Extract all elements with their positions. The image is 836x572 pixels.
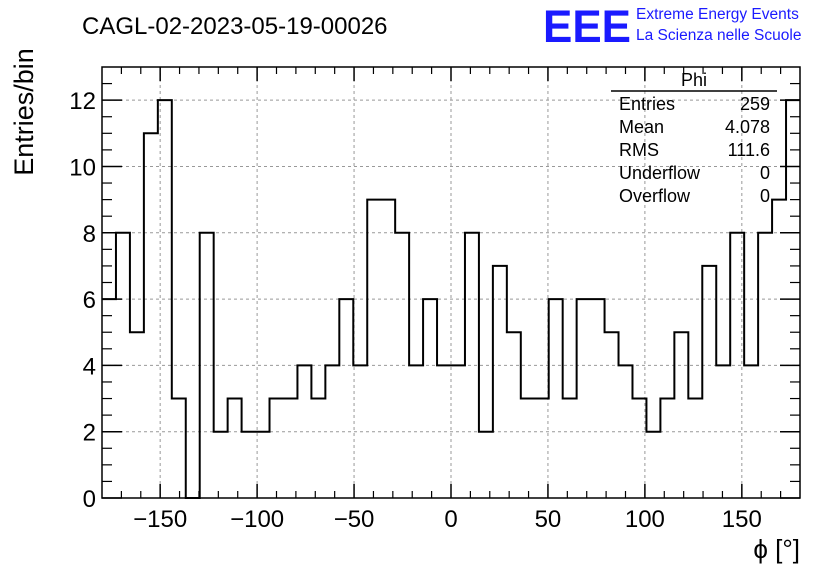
histogram-bin [311, 399, 325, 498]
x-axis-label: ϕ [°] [753, 534, 800, 564]
histogram-bin [172, 399, 186, 498]
histogram-bin [367, 200, 381, 498]
stats-row-value: 111.6 [728, 140, 770, 160]
y-tick-label: 0 [83, 486, 96, 513]
histogram-bin [200, 233, 214, 498]
histogram-bin [158, 100, 172, 498]
histogram-bin [409, 365, 423, 498]
histogram-bin [646, 432, 660, 498]
histogram-bin [339, 299, 353, 498]
histogram-bin [521, 399, 535, 498]
histogram-bin [297, 365, 311, 498]
eee-logo-line1: Extreme Energy Events [636, 6, 799, 23]
histogram-bin [549, 299, 563, 498]
histogram-bin [493, 266, 507, 498]
stats-row-label: Underflow [619, 163, 701, 183]
histogram-bin [744, 365, 758, 498]
histogram-bin [688, 399, 702, 498]
histogram-bin [214, 432, 228, 498]
histogram-bin [242, 432, 256, 498]
y-tick-label: 6 [83, 287, 96, 314]
histogram-bin [437, 365, 451, 498]
histogram-series [102, 99, 800, 499]
histogram-bin [144, 133, 158, 498]
y-tick-label: 10 [69, 154, 96, 181]
x-tick-label: 50 [535, 506, 562, 533]
stats-title: Phi [681, 70, 707, 90]
axis-ticks [102, 67, 800, 499]
tick-labels: −150 −100 −50 0 50 100 150 0 2 4 6 8 10 12 [69, 88, 762, 533]
stats-box: Phi Entries 259 Mean 4.078 RMS 111.6 Underflow… [611, 70, 777, 206]
histogram-bin [479, 432, 493, 498]
eee-logo-line2: La Scienza nelle Scuole [636, 27, 801, 44]
histogram-bin [702, 266, 716, 498]
y-tick-label: 12 [69, 88, 96, 115]
histogram-bin [451, 365, 465, 498]
stats-row-label: Overflow [619, 186, 691, 206]
x-tick-label: −150 [133, 506, 187, 533]
x-tick-label: 150 [722, 506, 762, 533]
histogram-bin [130, 332, 144, 498]
stats-row-value: 0 [760, 186, 770, 206]
histogram-bin [325, 365, 339, 498]
histogram-bin [772, 200, 786, 498]
y-tick-label: 8 [83, 221, 96, 248]
stats-row-label: Mean [619, 117, 664, 137]
histogram-bin [465, 233, 479, 498]
histogram-bin [591, 299, 605, 498]
x-tick-label: 0 [444, 506, 457, 533]
histogram-bin [619, 365, 633, 498]
eee-logo-mark: EEE [543, 1, 631, 52]
histogram-bin [660, 399, 674, 498]
x-tick-label: −50 [334, 506, 375, 533]
y-tick-label: 4 [83, 353, 96, 380]
x-tick-label: −100 [230, 506, 284, 533]
histogram-bin [674, 332, 688, 498]
histogram-bin [605, 332, 619, 498]
histogram-bin [507, 332, 521, 498]
histogram-bin [632, 399, 646, 498]
histogram-bin [758, 233, 772, 498]
histogram-bin [423, 299, 437, 498]
histogram-bin [563, 399, 577, 498]
histogram-bin [381, 200, 395, 498]
histogram-bin [283, 399, 297, 498]
chart-title: CAGL-02-2023-05-19-00026 [82, 13, 388, 40]
stats-row-value: 4.078 [725, 117, 770, 137]
stats-row-value: 0 [760, 163, 770, 183]
x-tick-label: 100 [625, 506, 665, 533]
histogram-bin [730, 233, 744, 498]
y-tick-label: 2 [83, 420, 96, 447]
eee-logo: EEE Extreme Energy Events La Scienza nel… [543, 1, 801, 52]
y-axis-label: Entries/bin [9, 48, 39, 176]
histogram-bin [270, 399, 284, 498]
histogram-bin [395, 233, 409, 498]
histogram-bin [353, 365, 367, 498]
histogram-bin [535, 399, 549, 498]
histogram-bin [716, 365, 730, 498]
stats-row-label: Entries [619, 94, 675, 114]
stats-rows: Entries 259 Mean 4.078 RMS 111.6 Underflow 0 Ove… [619, 94, 770, 206]
stats-row-label: RMS [619, 140, 659, 160]
histogram-bin [228, 399, 242, 498]
histogram-bin [577, 299, 591, 498]
stats-row-value: 259 [740, 94, 770, 114]
